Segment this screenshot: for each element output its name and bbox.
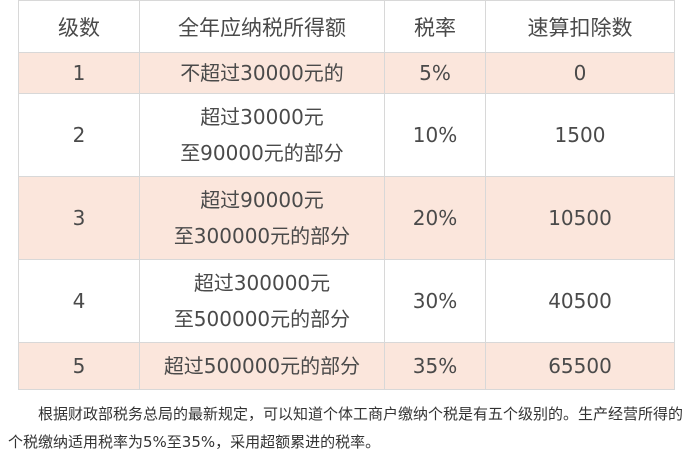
quick-deduction-cell: 10500 (485, 176, 675, 260)
tax-rate-table: 级数 全年应纳税所得额 税率 速算扣除数 1 不超过30000元的 5% 0 2… (18, 0, 675, 390)
quick-deduction-cell: 65500 (485, 342, 675, 390)
quick-deduction-cell: 1500 (485, 93, 675, 177)
header-quick-deduction: 速算扣除数 (485, 0, 675, 53)
income-range-line: 超过90000元 (200, 188, 324, 212)
income-range-cell: 不超过30000元的 (139, 52, 385, 94)
table-row: 5 超过500000元的部分 35% 65500 (18, 342, 675, 390)
income-range-line: 超过30000元 (200, 105, 324, 129)
tax-rate-cell: 35% (384, 342, 486, 390)
quick-deduction-cell: 40500 (485, 259, 675, 343)
income-range-line: 超过500000元的部分 (163, 354, 361, 378)
level-cell: 5 (18, 342, 140, 390)
tax-rate-cell: 20% (384, 176, 486, 260)
income-range-line: 至500000元的部分 (173, 307, 351, 331)
header-level: 级数 (18, 0, 140, 53)
quick-deduction-cell: 0 (485, 52, 675, 94)
level-cell: 3 (18, 176, 140, 260)
header-tax-rate: 税率 (384, 0, 486, 53)
table-row: 3 超过90000元 至300000元的部分 20% 10500 (18, 176, 675, 260)
income-range-line: 不超过30000元的 (180, 61, 344, 85)
explanatory-note: 根据财政部税务总局的最新规定，可以知道个体工商户缴纳个税是有五个级别的。生产经营… (8, 405, 684, 451)
table-row: 1 不超过30000元的 5% 0 (18, 52, 675, 94)
income-range-cell: 超过300000元 至500000元的部分 (139, 259, 385, 343)
tax-rate-cell: 5% (384, 52, 486, 94)
table-header-row: 级数 全年应纳税所得额 税率 速算扣除数 (18, 0, 675, 53)
tax-rate-cell: 10% (384, 93, 486, 177)
income-range-line: 至300000元的部分 (173, 224, 351, 248)
table-row: 2 超过30000元 至90000元的部分 10% 1500 (18, 93, 675, 177)
income-range-cell: 超过30000元 至90000元的部分 (139, 93, 385, 177)
income-range-line: 至90000元的部分 (180, 141, 344, 165)
level-cell: 4 (18, 259, 140, 343)
table-row: 4 超过300000元 至500000元的部分 30% 40500 (18, 259, 675, 343)
income-range-cell: 超过500000元的部分 (139, 342, 385, 390)
tax-rate-cell: 30% (384, 259, 486, 343)
income-range-cell: 超过90000元 至300000元的部分 (139, 176, 385, 260)
level-cell: 2 (18, 93, 140, 177)
level-cell: 1 (18, 52, 140, 94)
income-range-line: 超过300000元 (193, 271, 331, 295)
header-taxable-income: 全年应纳税所得额 (139, 0, 385, 53)
